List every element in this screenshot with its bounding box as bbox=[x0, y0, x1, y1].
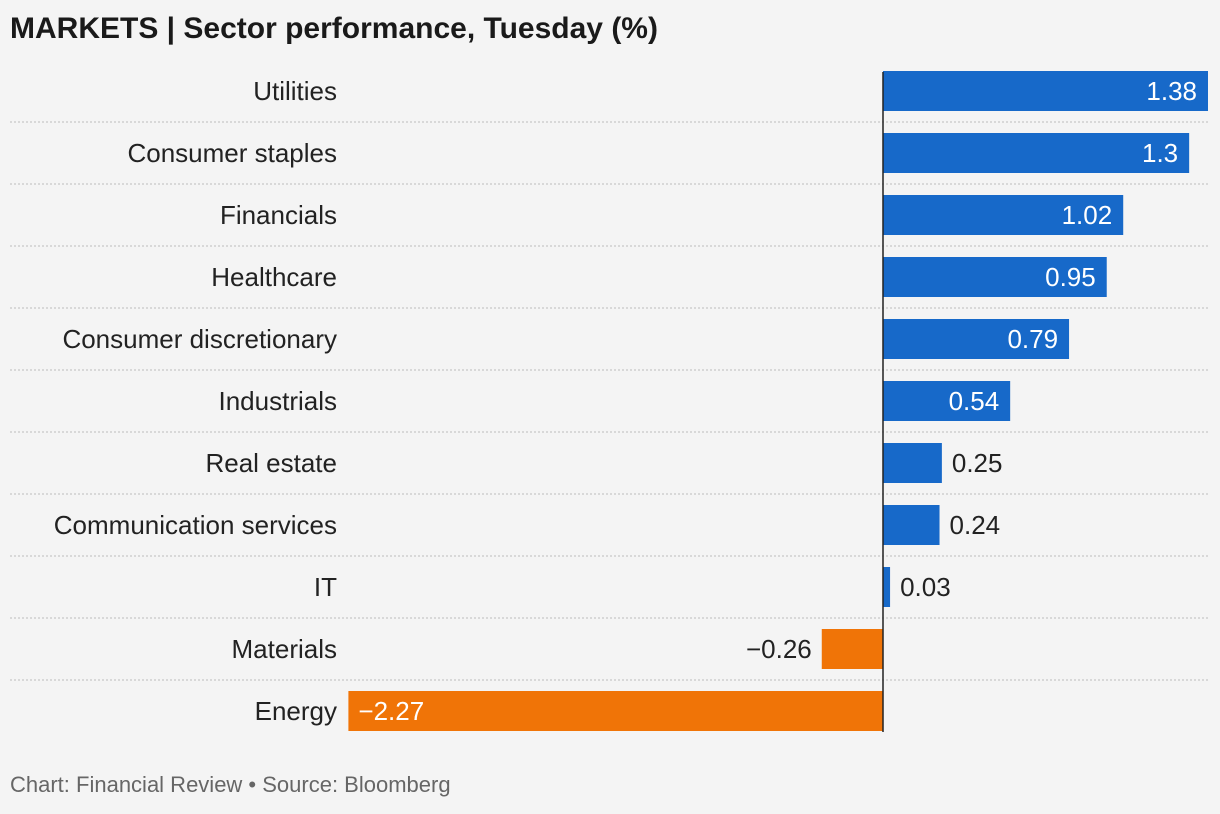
category-label-communication-services: Communication services bbox=[54, 510, 337, 540]
value-label-healthcare: 0.95 bbox=[1045, 262, 1096, 292]
value-label-utilities: 1.38 bbox=[1146, 76, 1197, 106]
bar-healthcare bbox=[883, 257, 1107, 297]
category-label-energy: Energy bbox=[255, 696, 337, 726]
bar-it bbox=[883, 567, 891, 607]
chart-title: MARKETS | Sector performance, Tuesday (%… bbox=[10, 12, 658, 45]
value-label-energy: −2.27 bbox=[358, 696, 424, 726]
bar-real-estate bbox=[883, 443, 942, 483]
chart-source-footer: Chart: Financial Review • Source: Bloomb… bbox=[10, 772, 451, 797]
value-label-consumer-discretionary: 0.79 bbox=[1007, 324, 1058, 354]
category-label-consumer-discretionary: Consumer discretionary bbox=[62, 324, 337, 354]
bar-energy bbox=[348, 691, 883, 731]
category-label-consumer-staples: Consumer staples bbox=[127, 138, 337, 168]
value-label-industrials: 0.54 bbox=[949, 386, 1000, 416]
category-label-healthcare: Healthcare bbox=[211, 262, 337, 292]
bar-communication-services bbox=[883, 505, 940, 545]
value-label-financials: 1.02 bbox=[1062, 200, 1113, 230]
bar-financials bbox=[883, 195, 1124, 235]
value-label-materials: −0.26 bbox=[746, 634, 812, 664]
value-label-it: 0.03 bbox=[900, 572, 951, 602]
value-label-communication-services: 0.24 bbox=[950, 510, 1001, 540]
category-label-utilities: Utilities bbox=[253, 76, 337, 106]
category-label-materials: Materials bbox=[232, 634, 337, 664]
bar-consumer-staples bbox=[883, 133, 1190, 173]
bar-industrials bbox=[883, 381, 1011, 421]
category-label-real-estate: Real estate bbox=[205, 448, 337, 478]
category-label-it: IT bbox=[314, 572, 337, 602]
bar-consumer-discretionary bbox=[883, 319, 1070, 359]
bar-utilities bbox=[883, 71, 1208, 111]
value-label-real-estate: 0.25 bbox=[952, 448, 1003, 478]
value-label-consumer-staples: 1.3 bbox=[1142, 138, 1178, 168]
bar-materials bbox=[821, 629, 883, 669]
category-label-financials: Financials bbox=[220, 200, 337, 230]
category-label-industrials: Industrials bbox=[219, 386, 338, 416]
